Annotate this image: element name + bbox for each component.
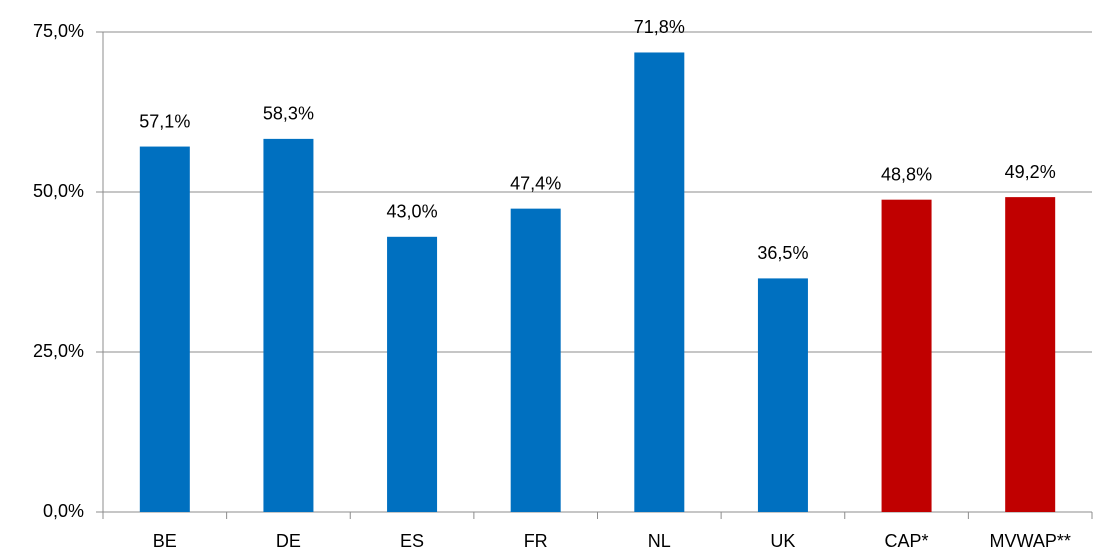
- x-tick-label: CAP*: [885, 531, 929, 551]
- x-tick-label: NL: [648, 531, 671, 551]
- bar: [263, 138, 314, 512]
- data-label: 57,1%: [139, 111, 190, 131]
- bar: [139, 146, 190, 512]
- y-tick-label: 25,0%: [33, 341, 84, 361]
- x-tick-label: UK: [770, 531, 795, 551]
- data-label: 58,3%: [263, 104, 314, 124]
- y-tick-label: 50,0%: [33, 181, 84, 201]
- bar: [881, 199, 932, 512]
- bar: [1005, 197, 1056, 512]
- data-label: 71,8%: [634, 17, 685, 37]
- data-label: 47,4%: [510, 173, 561, 193]
- x-tick-label: MVWAP**: [990, 531, 1071, 551]
- bar: [387, 236, 438, 513]
- data-label: 48,8%: [881, 164, 932, 184]
- y-tick-label: 0,0%: [43, 501, 84, 521]
- x-tick-label: ES: [400, 531, 424, 551]
- bar: [634, 52, 685, 512]
- bar: [510, 208, 561, 512]
- x-tick-label: BE: [153, 531, 177, 551]
- data-label: 43,0%: [387, 202, 438, 222]
- y-tick-label: 75,0%: [33, 21, 84, 41]
- data-label: 49,2%: [1005, 162, 1056, 182]
- x-tick-label: FR: [524, 531, 548, 551]
- bar: [757, 278, 808, 512]
- x-tick-label: DE: [276, 531, 301, 551]
- data-label: 36,5%: [757, 243, 808, 263]
